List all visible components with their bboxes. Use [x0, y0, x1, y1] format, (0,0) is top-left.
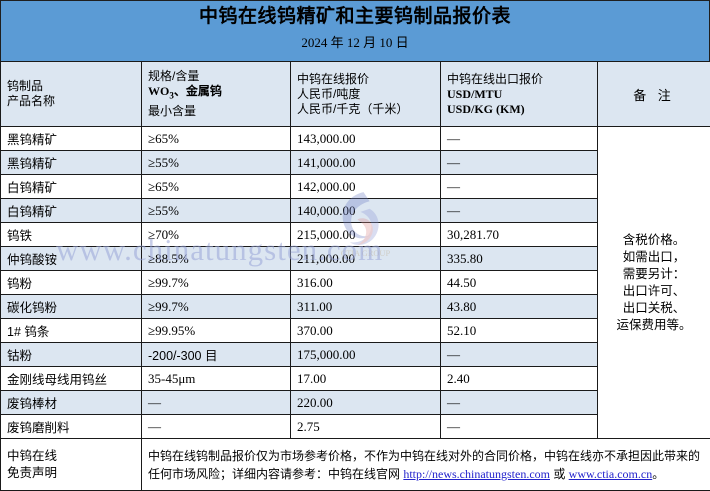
cell-price-usd: — — [441, 199, 598, 223]
cell-price-cny: 220.00 — [291, 391, 441, 415]
remarks-line: 需要另计： — [604, 266, 704, 283]
cell-spec: — — [142, 415, 291, 439]
cell-product-name: 钨粉 — [1, 271, 142, 295]
cell-spec: -200/-300 目 — [142, 343, 291, 367]
disclaimer-text-line-1: 中钨在线钨制品报价仅为市场参考价格，不作为中钨在线对外的合同价格，中钨在线亦不承… — [148, 447, 704, 465]
cell-product-name: 钴粉 — [1, 343, 142, 367]
cell-price-usd: 2.40 — [441, 367, 598, 391]
disclaimer-text-suffix: 。 — [652, 467, 664, 481]
page-title: 中钨在线钨精矿和主要钨制品报价表 — [1, 5, 709, 29]
header-spec-line-2: WO3、金属钨 — [148, 84, 284, 103]
table-row: 黑钨精矿≥65%143,000.00—含税价格。如需出口，需要另计：出口许可、出… — [1, 127, 710, 151]
cell-spec: ≥99.95% — [142, 319, 291, 343]
header-spec: 规格/含量 WO3、金属钨 最小含量 — [142, 62, 291, 127]
header-price-cny: 中钨在线报价 人民币/吨度 人民币/千克（千米） — [291, 62, 441, 127]
cell-product-name: 金刚线母线用钨丝 — [1, 367, 142, 391]
cell-price-usd: — — [441, 391, 598, 415]
cell-price-cny: 211,000.00 — [291, 247, 441, 271]
cell-remarks: 含税价格。如需出口，需要另计：出口许可、出口关税、运保费用等。 — [598, 127, 710, 439]
ctia-site-link[interactable]: www.ctia.com.cn — [569, 467, 653, 481]
disclaimer-text-line-2: 任何市场风险；详细内容请参考：中钨在线官网 http://news.chinat… — [148, 465, 704, 483]
disclaimer-text: 中钨在线钨制品报价仅为市场参考价格，不作为中钨在线对外的合同价格，中钨在线亦不承… — [142, 439, 710, 491]
cell-price-cny: 215,000.00 — [291, 223, 441, 247]
cell-price-cny: 175,000.00 — [291, 343, 441, 367]
disclaimer-text-prefix: 任何市场风险；详细内容请参考：中钨在线官网 — [148, 467, 403, 481]
cell-price-usd: 335.80 — [441, 247, 598, 271]
cell-spec: ≥88.5% — [142, 247, 291, 271]
header-price-cny-line-2: 人民币/吨度 — [297, 87, 434, 102]
cell-price-cny: 316.00 — [291, 271, 441, 295]
cell-product-name: 碳化钨粉 — [1, 295, 142, 319]
cell-price-usd: 52.10 — [441, 319, 598, 343]
cell-price-cny: 2.75 — [291, 415, 441, 439]
header-spec-line-3: 最小含量 — [148, 104, 284, 119]
cell-price-cny: 141,000.00 — [291, 151, 441, 175]
cell-product-name: 钨铁 — [1, 223, 142, 247]
cell-price-cny: 370.00 — [291, 319, 441, 343]
disclaimer-label-line: 中钨在线 — [7, 448, 135, 465]
cell-product-name: 1# 钨条 — [1, 319, 142, 343]
cell-spec: ≥99.7% — [142, 295, 291, 319]
cell-spec: ≥70% — [142, 223, 291, 247]
header-price-usd-line-1: 中钨在线出口报价 — [447, 72, 591, 87]
header-remark: 备 注 — [598, 62, 710, 127]
header-price-usd-line-2: USD/MTU — [447, 87, 591, 102]
cell-price-cny: 140,000.00 — [291, 199, 441, 223]
header-price-usd-line-3: USD/KG (KM) — [447, 102, 591, 117]
cell-spec: ≥65% — [142, 175, 291, 199]
cell-price-usd: — — [441, 175, 598, 199]
header-spec-line-1: 规格/含量 — [148, 69, 284, 84]
cell-price-cny: 17.00 — [291, 367, 441, 391]
header-price-cny-line-3: 人民币/千克（千米） — [297, 102, 434, 117]
remarks-line: 出口许可、 — [604, 283, 704, 300]
header-product-line-2: 产品名称 — [7, 94, 135, 109]
cell-price-usd: 30,281.70 — [441, 223, 598, 247]
header-price-cny-line-1: 中钨在线报价 — [297, 72, 434, 87]
disclaimer-label-line: 免责声明 — [7, 465, 135, 482]
cell-product-name: 黑钨精矿 — [1, 127, 142, 151]
remarks-line: 出口关税、 — [604, 300, 704, 317]
news-site-link[interactable]: http://news.chinatungsten.com — [403, 467, 550, 481]
cell-price-cny: 143,000.00 — [291, 127, 441, 151]
cell-product-name: 白钨精矿 — [1, 175, 142, 199]
cell-product-name: 黑钨精矿 — [1, 151, 142, 175]
cell-price-usd: — — [441, 343, 598, 367]
cell-spec: ≥55% — [142, 151, 291, 175]
remarks-line: 运保费用等。 — [604, 317, 704, 334]
quote-date: 2024 年 12 月 10 日 — [1, 33, 709, 53]
cell-spec: ≥55% — [142, 199, 291, 223]
remarks-line: 含税价格。 — [604, 232, 704, 249]
header-product: 钨制品 产品名称 — [1, 62, 142, 127]
cell-price-usd: — — [441, 151, 598, 175]
cell-price-usd: 44.50 — [441, 271, 598, 295]
table-header-row: 钨制品 产品名称 规格/含量 WO3、金属钨 最小含量 中钨在线报价 人民币/吨… — [1, 62, 710, 127]
cell-product-name: 白钨精矿 — [1, 199, 142, 223]
cell-product-name: 仲钨酸铵 — [1, 247, 142, 271]
disclaimer-row: 中钨在线免责声明中钨在线钨制品报价仅为市场参考价格，不作为中钨在线对外的合同价格… — [1, 439, 710, 491]
header-price-usd: 中钨在线出口报价 USD/MTU USD/KG (KM) — [441, 62, 598, 127]
cell-price-usd: — — [441, 127, 598, 151]
cell-spec: — — [142, 391, 291, 415]
cell-price-usd: — — [441, 415, 598, 439]
disclaimer-label: 中钨在线免责声明 — [1, 439, 142, 491]
cell-product-name: 废钨棒材 — [1, 391, 142, 415]
disclaimer-conjunction: 或 — [550, 467, 569, 481]
cell-spec: ≥65% — [142, 127, 291, 151]
header-remark-label: 备 注 — [604, 85, 704, 104]
cell-price-cny: 311.00 — [291, 295, 441, 319]
cell-spec: ≥99.7% — [142, 271, 291, 295]
banner: 中钨在线钨精矿和主要钨制品报价表 2024 年 12 月 10 日 — [0, 0, 710, 61]
cell-price-cny: 142,000.00 — [291, 175, 441, 199]
cell-spec: 35-45μm — [142, 367, 291, 391]
cell-price-usd: 43.80 — [441, 295, 598, 319]
cell-product-name: 废钨磨削料 — [1, 415, 142, 439]
header-product-line-1: 钨制品 — [7, 79, 135, 94]
price-table: 钨制品 产品名称 规格/含量 WO3、金属钨 最小含量 中钨在线报价 人民币/吨… — [0, 61, 710, 491]
remarks-line: 如需出口， — [604, 249, 704, 266]
